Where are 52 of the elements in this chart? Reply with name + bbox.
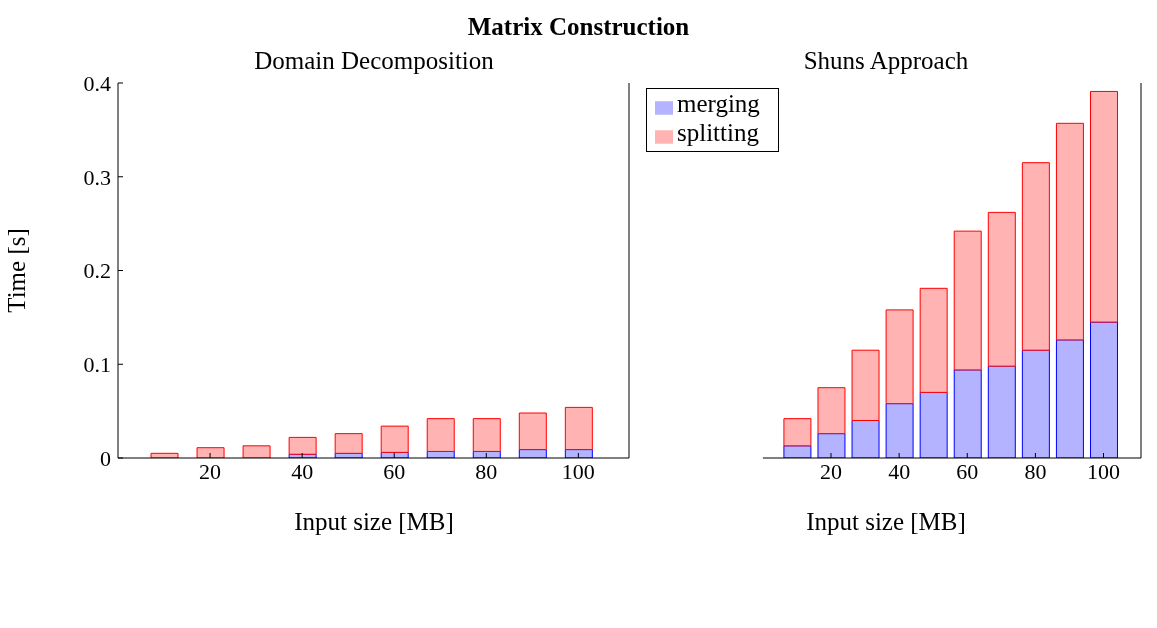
chart-title: Matrix Construction [466, 12, 691, 42]
chart-subtitle: Shuns Approach [802, 46, 970, 76]
y-tick-label: 0.2 [83, 258, 111, 284]
x-tick-label: 60 [383, 458, 406, 484]
x-tick-label: 80 [475, 458, 498, 484]
bar [1055, 339, 1084, 458]
bar [564, 406, 593, 451]
y-tick-label: 0.3 [83, 164, 111, 190]
bar [196, 447, 225, 458]
y-tick-label: 0.4 [83, 70, 111, 96]
bar [953, 369, 982, 458]
bar [1021, 162, 1050, 351]
x-tick-label: 40 [291, 458, 314, 484]
bar [380, 425, 409, 453]
chart-subtitle: Domain Decomposition [254, 47, 494, 74]
x-axis-title: Input size [MB] [805, 508, 967, 536]
y-axis-title: Time [s] [2, 228, 30, 313]
bar [851, 420, 880, 458]
bar [1090, 321, 1118, 458]
x-tick-label: 100 [1087, 458, 1121, 484]
x-tick-label: 20 [820, 458, 843, 484]
bar [518, 412, 547, 451]
x-tick-label: 100 [561, 458, 595, 484]
bar [919, 391, 948, 458]
bar [817, 387, 846, 435]
bar [426, 418, 455, 452]
bar [288, 436, 317, 455]
bar [885, 403, 914, 458]
x-tick-label: 20 [199, 458, 222, 484]
bar [1090, 90, 1118, 323]
x-tick-label: 60 [956, 458, 979, 484]
bar [885, 309, 914, 405]
bar [987, 365, 1016, 458]
y-tick-label: 0.1 [83, 352, 111, 378]
bar [1055, 122, 1084, 341]
bar [919, 287, 948, 393]
bar [334, 433, 363, 454]
legend-label: merging [677, 90, 760, 117]
bar [817, 433, 846, 458]
bar [1021, 349, 1050, 458]
x-tick-label: 80 [1024, 458, 1047, 484]
bar [783, 418, 812, 447]
x-axis-title: Input size [MB] [293, 508, 455, 536]
bar [783, 445, 812, 458]
bar [472, 418, 501, 452]
x-tick-label: 40 [888, 458, 911, 484]
bar [242, 445, 271, 458]
bar [987, 211, 1016, 367]
y-tick-label: 0 [100, 445, 111, 471]
bar [953, 230, 982, 371]
legend-label: splitting [677, 119, 759, 146]
bar [851, 349, 880, 421]
